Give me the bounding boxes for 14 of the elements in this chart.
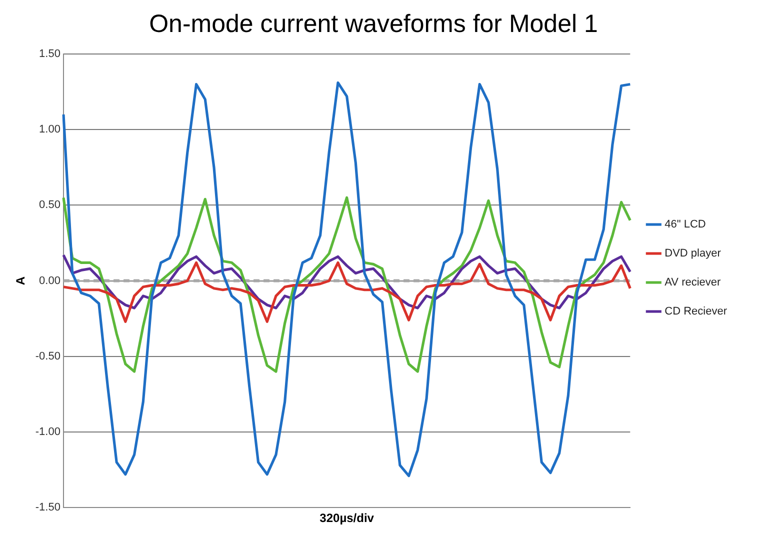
- y-tick-label: -1.50: [35, 502, 60, 514]
- y-tick-label: 1.00: [39, 124, 60, 136]
- legend-label: CD Reciever: [664, 306, 728, 318]
- y-tick-label: -1.00: [35, 426, 60, 438]
- chart-title: On-mode current waveforms for Model 1: [149, 10, 598, 38]
- y-tick-label: -0.50: [35, 350, 60, 362]
- x-axis-title: 320µs/div: [320, 511, 374, 526]
- legend-label: DVD player: [664, 248, 722, 260]
- legend-label: 46" LCD: [664, 218, 706, 231]
- y-tick-label: 0.50: [39, 199, 60, 212]
- y-tick-label: 0.00: [39, 274, 60, 287]
- legend-label: AV reciever: [664, 276, 722, 289]
- y-tick-label: 1.50: [39, 48, 60, 60]
- y-axis-title: A: [14, 276, 28, 286]
